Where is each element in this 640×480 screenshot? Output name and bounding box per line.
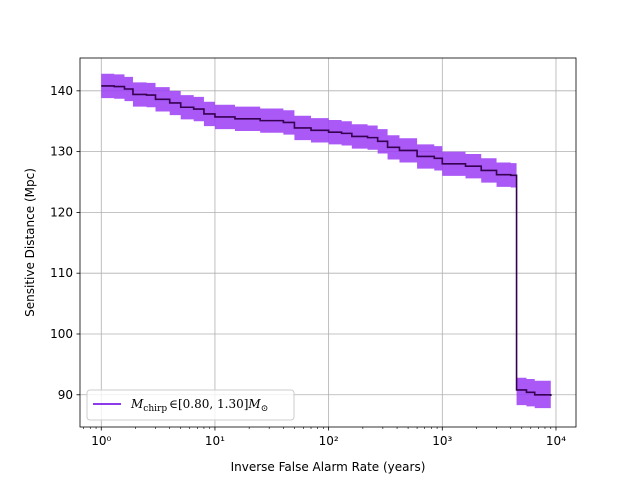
y-axis-label: Sensitive Distance (Mpc) — [23, 168, 37, 317]
x-tick-label: 10¹ — [205, 434, 225, 448]
x-tick-label: 10² — [319, 434, 339, 448]
legend-unit-symbol: M — [247, 397, 261, 411]
legend-symbol: M — [130, 397, 144, 411]
legend-box — [86, 389, 295, 421]
legend-unit-subscript: ⊙ — [261, 404, 269, 414]
legend-interval: ∈[0.80, 1.30] — [169, 397, 248, 411]
legend-subscript: chirp — [143, 404, 167, 414]
y-axis: 90 100 110 120 130 140 — [50, 84, 80, 402]
x-axis: 10⁰ 10¹ 10² 10³ 10⁴ — [83, 427, 566, 448]
plot-frame — [79, 57, 577, 428]
x-tick-label: 10³ — [432, 434, 452, 448]
y-tick-label: 90 — [58, 388, 73, 402]
legend-label: Mchirp ∈[0.80, 1.30]M⊙ — [130, 397, 268, 414]
y-tick-label: 120 — [50, 205, 73, 219]
legend: Mchirp ∈[0.80, 1.30]M⊙ — [86, 389, 295, 421]
series-line — [101, 85, 552, 396]
y-tick-label: 130 — [50, 145, 73, 159]
x-axis-label: Inverse False Alarm Rate (years) — [231, 460, 426, 474]
y-tick-label: 140 — [50, 84, 73, 98]
y-tick-label: 100 — [50, 327, 73, 341]
x-tick-label: 10⁰ — [91, 434, 111, 448]
y-tick-label: 110 — [50, 266, 73, 280]
x-tick-label: 10⁴ — [546, 434, 566, 448]
